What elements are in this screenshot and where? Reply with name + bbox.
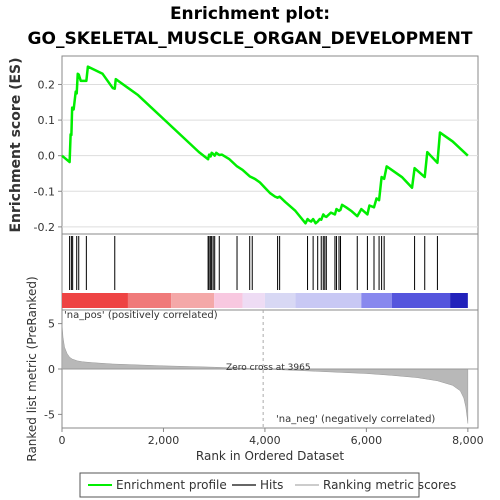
chart-title-line1: Enrichment plot: [169, 4, 331, 24]
legend-label-ranking-metric: Ranking metric scores [323, 478, 456, 492]
x-tick-label: 0 [59, 434, 66, 447]
heatmap-segment [127, 293, 172, 308]
es-y-tick-label: -0.1 [34, 185, 55, 198]
metric-y-axis-label: Ranked list metric (PreRanked) [25, 276, 39, 461]
es-series-group [61, 65, 469, 225]
es-line-series [61, 65, 469, 225]
heatmap-segment [295, 293, 362, 308]
x-axis-ticks: 0 2,000 4,000 6,000 8,000 [59, 428, 484, 447]
hits-group [69, 236, 438, 290]
heatmap-segment [450, 293, 468, 308]
x-tick-label: 4,000 [249, 434, 281, 447]
es-y-ticks: -0.2 -0.1 0.0 0.1 0.2 [34, 78, 62, 234]
x-axis-label: Rank in Ordered Dataset [196, 449, 344, 463]
heatmap-segment [391, 293, 451, 308]
es-y-tick-label: 0.1 [38, 114, 56, 127]
es-gridlines [62, 83, 478, 228]
chart-title-line2: GO_SKELETAL_MUSCLE_ORGAN_DEVELOPMENT [27, 29, 473, 49]
metric-group [61, 310, 478, 428]
es-y-tick-label: -0.2 [34, 221, 55, 234]
metric-y-tick-label: 5 [48, 318, 55, 331]
heatmap-segment [361, 293, 392, 308]
zero-cross-label: Zero cross at 3965 [226, 363, 311, 373]
x-tick-label: 6,000 [351, 434, 383, 447]
es-y-axis-label: Enrichment score (ES) [8, 57, 24, 232]
heatmap-segment [242, 293, 265, 308]
neg-correlated-label: 'na_neg' (negatively correlated) [276, 414, 435, 425]
heatmap-segment [264, 293, 296, 308]
x-tick-label: 8,000 [452, 434, 484, 447]
metric-y-tick-label: -5 [44, 408, 55, 421]
es-y-tick-label: 0.2 [38, 78, 56, 91]
heatmap-segment [214, 293, 243, 308]
pos-correlated-label: 'na_pos' (positively correlated) [64, 310, 218, 321]
es-panel-frame [61, 55, 479, 235]
legend-label-hits: Hits [260, 478, 283, 492]
metric-area [61, 323, 469, 424]
metric-y-tick-label: 0 [48, 363, 55, 376]
heatmap-segment [62, 293, 128, 308]
heatmap-bar [62, 293, 468, 308]
legend: Enrichment profile Hits Ranking metric s… [79, 472, 456, 498]
heatmap-segment [171, 293, 215, 308]
es-y-tick-label: 0.0 [38, 150, 56, 163]
x-tick-label: 2,000 [148, 434, 180, 447]
metric-y-ticks: -5 0 5 [44, 318, 62, 421]
legend-label-enrichment-profile: Enrichment profile [116, 478, 227, 492]
